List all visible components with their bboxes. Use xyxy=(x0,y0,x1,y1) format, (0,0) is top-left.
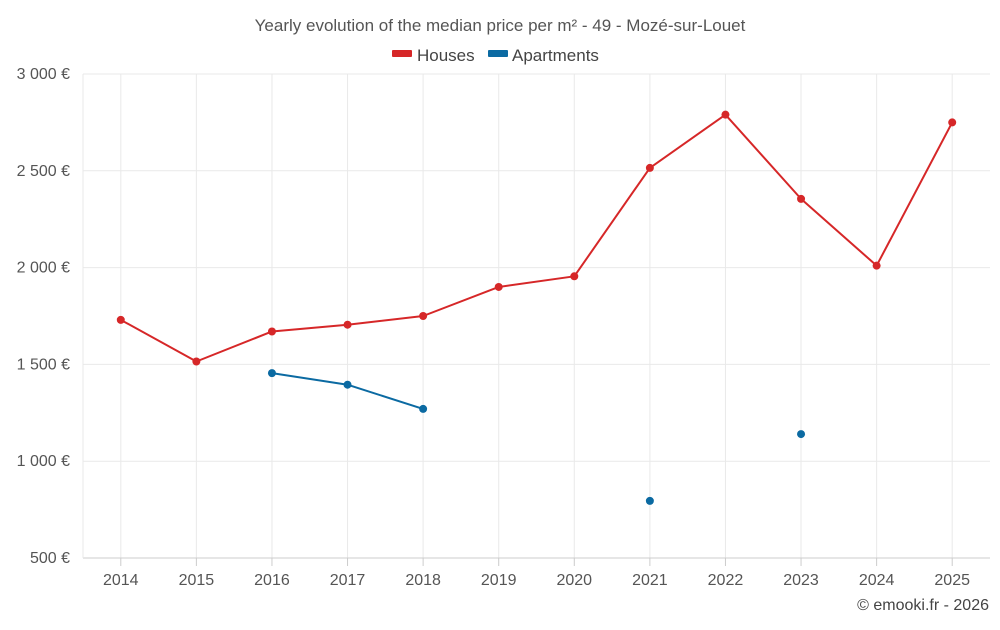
y-tick-label: 2 500 € xyxy=(17,163,70,180)
data-point-houses[interactable] xyxy=(797,194,806,203)
series-line-segment-houses xyxy=(724,113,803,200)
series-line-segment-apartments xyxy=(270,372,349,386)
series-apartments xyxy=(267,369,806,505)
series-line-segment-houses xyxy=(422,285,500,317)
series-line-segment-houses xyxy=(800,197,878,267)
series-line-segment-houses xyxy=(195,330,273,363)
series-line-segment-houses xyxy=(573,166,651,278)
data-point-houses[interactable] xyxy=(343,320,352,329)
x-tick-label: 2021 xyxy=(632,572,668,589)
data-point-apartments[interactable] xyxy=(645,496,654,505)
x-tick-label: 2024 xyxy=(859,572,895,589)
y-tick-label: 2 000 € xyxy=(17,260,70,277)
legend-label-houses: Houses xyxy=(417,46,475,65)
legend-item-apartments[interactable]: Apartments xyxy=(488,46,599,65)
series-houses xyxy=(116,110,957,366)
data-point-houses[interactable] xyxy=(192,357,201,366)
data-point-apartments[interactable] xyxy=(267,369,276,378)
x-tick-label: 2015 xyxy=(179,572,215,589)
data-point-houses[interactable] xyxy=(721,110,730,119)
legend-swatch-houses xyxy=(392,50,412,57)
legend-label-apartments: Apartments xyxy=(512,46,599,65)
series-line-segment-houses xyxy=(875,121,954,267)
data-point-houses[interactable] xyxy=(419,312,428,320)
credit-text: © emooki.fr - 2026 xyxy=(857,597,989,614)
legend-item-houses[interactable]: Houses xyxy=(392,46,475,65)
data-point-houses[interactable] xyxy=(267,327,276,336)
data-point-houses[interactable] xyxy=(494,282,503,291)
legend[interactable]: Houses Apartments xyxy=(392,46,599,65)
grid xyxy=(83,73,990,559)
series-line-segment-houses xyxy=(270,323,349,333)
series-line-segment-houses xyxy=(497,275,576,288)
x-tick-label: 2014 xyxy=(103,572,139,589)
x-tick-label: 2023 xyxy=(783,572,819,589)
x-tick-label: 2020 xyxy=(556,572,592,589)
x-tick-label: 2018 xyxy=(405,572,441,589)
data-point-houses[interactable] xyxy=(872,261,881,270)
y-tick-label: 1 000 € xyxy=(17,453,70,470)
x-tick-label: 2016 xyxy=(254,572,290,589)
y-tick-label: 3 000 € xyxy=(17,66,70,83)
data-point-houses[interactable] xyxy=(116,315,125,324)
series-line-segment-houses xyxy=(119,318,198,363)
axes: 500 € 1 000 € 1 500 € 2 000 € 2 500 € 3 000 €… xyxy=(17,66,990,589)
data-point-apartments[interactable] xyxy=(797,430,806,439)
series-line-segment-apartments xyxy=(346,383,425,410)
x-tick-label: 2025 xyxy=(934,572,970,589)
chart-title: Yearly evolution of the median price per… xyxy=(255,16,746,35)
data-point-houses[interactable] xyxy=(570,272,579,281)
data-point-apartments[interactable] xyxy=(419,404,428,413)
data-point-houses[interactable] xyxy=(948,118,957,127)
series-line-segment-houses xyxy=(648,113,727,169)
x-tick-label: 2017 xyxy=(330,572,366,589)
y-tick-label: 500 € xyxy=(30,550,70,567)
x-tick-label: 2022 xyxy=(708,572,744,589)
y-tick-label: 1 500 € xyxy=(17,356,70,373)
legend-swatch-apartments xyxy=(488,50,508,57)
data-point-apartments[interactable] xyxy=(343,380,352,389)
x-tick-label: 2019 xyxy=(481,572,517,589)
series xyxy=(116,110,957,505)
series-line-segment-houses xyxy=(346,315,425,326)
data-point-houses[interactable] xyxy=(645,163,654,172)
